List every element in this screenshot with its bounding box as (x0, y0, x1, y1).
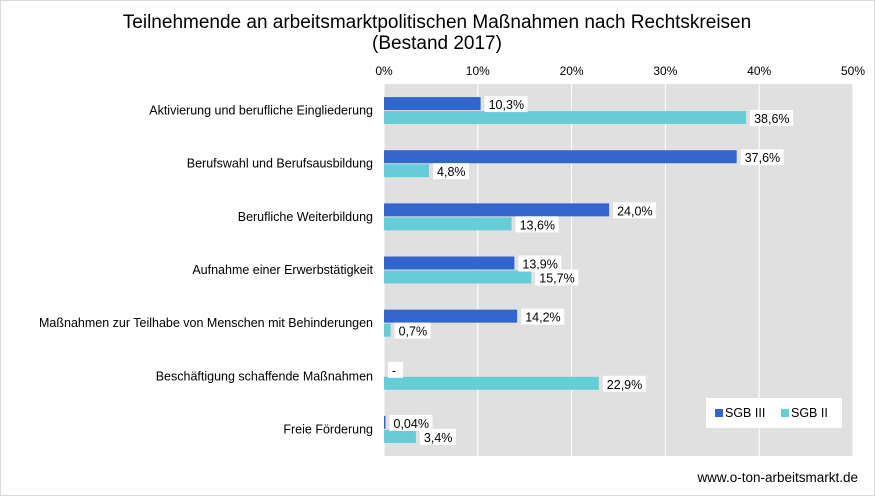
data-label-box (388, 361, 403, 378)
data-label-text: 15,7% (539, 272, 574, 286)
x-tick-label: 0% (375, 64, 393, 78)
data-label-text: 0,7% (399, 325, 428, 339)
data-label-box (613, 202, 657, 219)
data-label: 38,6% (750, 110, 794, 127)
bar-sgb2 (384, 111, 747, 125)
data-label-box (515, 216, 559, 233)
legend: SGB III SGB II (706, 398, 842, 428)
data-labels: 10,3% 38,6% 37,6% 4,8% 24,0% 13,6% 13,9%15,7% 1… (388, 96, 794, 445)
legend-box (706, 398, 842, 428)
source-label: www.o-ton-arbeitsmarkt.de (696, 470, 858, 485)
data-label-text: 24,0% (617, 204, 652, 218)
data-label: 24,0% (613, 202, 657, 219)
x-axis-ticks: 0% 10% 20% 30% 40% 50% (375, 64, 865, 78)
bar-sgb3 (384, 150, 737, 164)
x-tick-label: 40% (747, 64, 771, 78)
data-label: 0,04% (389, 414, 433, 431)
data-label-text: - (392, 364, 396, 378)
data-label-text: 38,6% (754, 112, 789, 126)
data-label: 14,2% (521, 308, 565, 325)
x-tick-label: 10% (466, 64, 490, 78)
category-label: Aktivierung und berufliche Eingliederung (149, 104, 373, 118)
bars (384, 97, 747, 443)
legend-swatch (781, 409, 789, 417)
category-label: Berufliche Weiterbildung (238, 210, 373, 224)
data-label: 4,8% (433, 163, 470, 180)
bar-sgb3 (384, 97, 481, 111)
chart-title-line: Teilnehmende an arbeitsmarktpolitischen … (123, 12, 751, 33)
data-label-text: 14,2% (525, 311, 560, 325)
bar-sgb2 (384, 429, 416, 443)
category-label: Freie Förderung (283, 422, 373, 436)
bar-sgb2 (384, 164, 430, 178)
legend-label: SGB II (791, 406, 828, 420)
data-label-box (394, 322, 431, 339)
x-tick-label: 30% (653, 64, 677, 78)
data-label-text: 13,9% (522, 258, 557, 272)
bar-sgb3 (384, 309, 518, 323)
bar-sgb2 (384, 323, 391, 337)
plot-area (384, 84, 853, 456)
data-label-box (740, 149, 784, 166)
bar-sgb2 (384, 217, 512, 231)
data-label: 3,4% (419, 428, 456, 445)
data-label-box (535, 269, 579, 286)
data-label-text: 0,04% (394, 417, 429, 431)
data-label-box (602, 375, 646, 392)
data-label: 22,9% (602, 375, 646, 392)
data-label-box (521, 308, 565, 325)
data-label-text: 13,6% (520, 218, 555, 232)
legend-label: SGB III (725, 406, 765, 420)
data-label-box (484, 96, 528, 113)
x-tick-label: 20% (560, 64, 584, 78)
bar-sgb3 (384, 415, 386, 429)
category-label: Beschäftigung schaffende Maßnahmen (156, 369, 373, 383)
data-label-text: 22,9% (607, 378, 642, 392)
bar-sgb2 (384, 376, 599, 390)
data-label-box (433, 163, 470, 180)
bar-sgb2 (384, 270, 532, 284)
data-label: 10,3% (484, 96, 528, 113)
category-labels: Aktivierung und berufliche Eingliederung… (39, 104, 374, 437)
data-label-text: 37,6% (745, 151, 780, 165)
data-label-text: 4,8% (437, 165, 466, 179)
data-label-box (750, 110, 794, 127)
data-label: 15,7% (535, 269, 579, 286)
bar-sgb3 (384, 203, 610, 217)
data-label: 13,6% (515, 216, 559, 233)
data-label-box (389, 414, 433, 431)
plot-background (384, 84, 853, 456)
chart-title: Teilnehmende an arbeitsmarktpolitischen … (123, 12, 751, 54)
legend-swatch (715, 409, 723, 417)
data-label: 0,7% (394, 322, 431, 339)
category-label: Maßnahmen zur Teilhabe von Menschen mit … (39, 316, 373, 330)
data-label-box (419, 428, 456, 445)
bar-sgb3 (384, 256, 515, 270)
data-label: 37,6% (740, 149, 784, 166)
data-label: 13,9% (518, 255, 562, 272)
data-label: - (388, 361, 403, 378)
category-label: Berufswahl und Berufsausbildung (187, 157, 373, 171)
x-tick-label: 50% (841, 64, 865, 78)
data-label-text: 10,3% (489, 98, 524, 112)
data-label-text: 3,4% (424, 431, 453, 445)
gridlines (383, 84, 854, 456)
data-label-box (518, 255, 562, 272)
chart-title-line: (Bestand 2017) (372, 33, 502, 54)
category-label: Aufnahme einer Erwerbstätigkeit (192, 263, 373, 277)
